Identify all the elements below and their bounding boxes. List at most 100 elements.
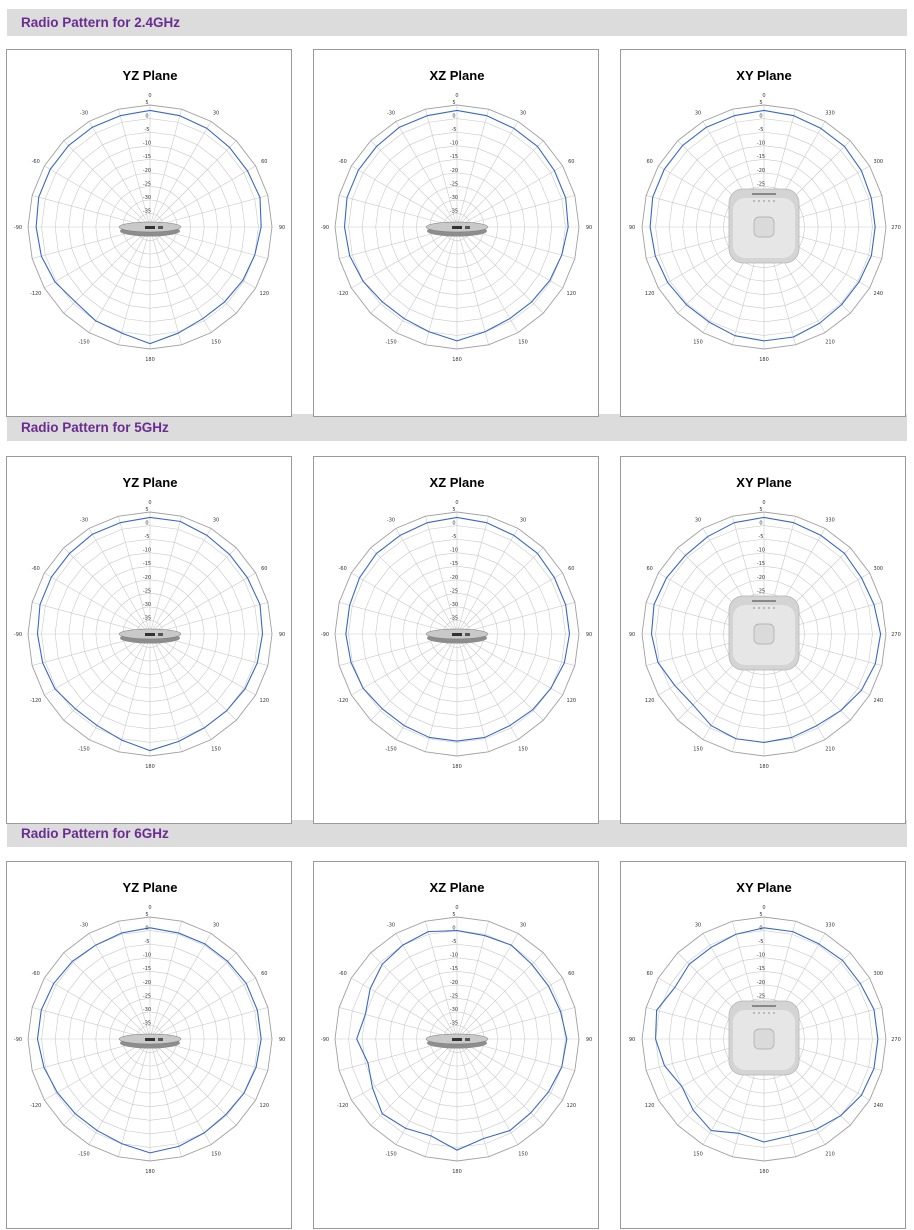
angle-tick-label: 300 xyxy=(874,566,884,572)
angle-tick-label: 150 xyxy=(693,746,703,752)
section-title: Radio Pattern for 2.4GHz xyxy=(21,15,181,30)
access-point-top-view xyxy=(728,595,800,671)
grid-spoke xyxy=(149,1038,212,1145)
grid-ring xyxy=(27,104,273,350)
polar-chart-5ghz-xy: XY Plane 0 330 300 270 240 210 180 150 120 90 60 30 5… xyxy=(620,456,906,824)
grid-spoke xyxy=(149,921,182,1040)
grid-spoke xyxy=(149,226,237,314)
angle-tick-label: -60 xyxy=(32,159,40,165)
grid-ring xyxy=(361,131,553,323)
radial-tick-label: -20 xyxy=(143,980,151,986)
angle-tick-label: -120 xyxy=(30,698,41,704)
angle-tick-label: -30 xyxy=(80,111,88,117)
grid-ring xyxy=(348,118,566,336)
polar-grid xyxy=(334,916,580,1162)
grid-ring xyxy=(668,538,860,730)
grid-spoke xyxy=(370,547,458,635)
radial-tick-label: -15 xyxy=(757,154,765,160)
angle-tick-label: 0 xyxy=(455,905,458,911)
grid-spoke xyxy=(149,140,237,228)
polar-chart-5ghz-xz: XZ Plane 0 30 60 90 120 150 180 -150 -120 -90 -60 -3… xyxy=(313,456,599,824)
angle-tick-label: -30 xyxy=(80,923,88,929)
angle-tick-label: 30 xyxy=(695,111,701,117)
grid-ring xyxy=(334,511,580,757)
angle-tick-label: 30 xyxy=(213,923,219,929)
polar-chart-6ghz-yz: YZ Plane 0 30 60 90 120 150 180 -150 -120 -90 -60 -3… xyxy=(6,861,292,1229)
grid-spoke xyxy=(456,109,489,228)
radial-tick-label: -30 xyxy=(450,195,458,201)
grid-ring xyxy=(443,213,471,241)
radial-tick-label: -5 xyxy=(452,127,457,133)
grid-ring xyxy=(81,565,219,703)
grid-spoke xyxy=(149,516,182,635)
radial-tick-label: 5 xyxy=(759,507,762,513)
radial-tick-label: -25 xyxy=(757,993,765,999)
radial-tick-label: 0 xyxy=(759,114,762,120)
grid-spoke xyxy=(63,633,151,721)
grid-spoke xyxy=(456,140,544,228)
grid-spoke xyxy=(149,1007,268,1040)
radial-tick-label: -25 xyxy=(143,181,151,187)
radial-tick-label: -15 xyxy=(450,561,458,567)
grid-ring xyxy=(402,984,512,1094)
grid-ring xyxy=(682,145,846,309)
grid-spoke xyxy=(149,977,256,1040)
polar-plot: YZ Plane0306090120150180-150-120-90-60-3… xyxy=(14,880,285,1175)
plane-title: YZ Plane xyxy=(123,475,178,490)
radial-tick-label: -15 xyxy=(757,561,765,567)
grid-ring xyxy=(136,1025,164,1053)
angle-tick-label: -120 xyxy=(337,698,348,704)
radial-tick-label: -10 xyxy=(450,141,458,147)
radial-tick-label: -10 xyxy=(143,548,151,554)
radial-tick-label: 0 xyxy=(452,926,455,932)
grid-ring xyxy=(655,930,873,1148)
grid-spoke xyxy=(425,633,458,752)
grid-ring xyxy=(682,552,846,716)
angle-tick-label: 120 xyxy=(260,698,270,704)
grid-ring xyxy=(81,158,219,296)
grid-ring xyxy=(41,118,259,336)
grid-spoke xyxy=(149,528,212,635)
plane-title: XY Plane xyxy=(736,880,791,895)
plane-title: YZ Plane xyxy=(123,880,178,895)
grid-spoke xyxy=(339,1007,458,1040)
radial-tick-label: 5 xyxy=(452,912,455,918)
grid-spoke xyxy=(456,1038,519,1145)
grid-ring xyxy=(402,172,512,282)
radial-tick-label: 5 xyxy=(759,912,762,918)
grid-ring xyxy=(429,1011,485,1067)
polar-plot: XZ Plane0306090120150180-150-120-90-60-3… xyxy=(321,880,592,1175)
radial-tick-label: 5 xyxy=(759,100,762,106)
grid-spoke xyxy=(149,1038,237,1126)
grid-ring xyxy=(136,213,164,241)
grid-spoke xyxy=(44,633,151,696)
angle-tick-label: -150 xyxy=(78,1151,89,1157)
radial-tick-label: -20 xyxy=(757,168,765,174)
grid-ring xyxy=(81,970,219,1108)
radial-tick-label: -5 xyxy=(759,939,764,945)
grid-spoke xyxy=(88,528,151,635)
access-point-side-view xyxy=(118,221,182,237)
radial-tick-label: -5 xyxy=(759,127,764,133)
grid-spoke xyxy=(44,1038,151,1101)
angle-tick-label: 180 xyxy=(759,357,769,363)
grid-ring xyxy=(429,199,485,255)
grid-spoke xyxy=(395,633,458,740)
radial-tick-label: -5 xyxy=(759,534,764,540)
radial-tick-label: -25 xyxy=(450,181,458,187)
radial-tick-label: -25 xyxy=(450,993,458,999)
radial-tick-label: -10 xyxy=(757,548,765,554)
radial-tick-label: -20 xyxy=(143,575,151,581)
grid-ring xyxy=(682,957,846,1121)
angle-tick-label: 180 xyxy=(452,357,462,363)
grid-ring xyxy=(54,538,246,730)
radiation-pattern-trace xyxy=(35,109,262,345)
grid-ring xyxy=(95,579,205,689)
angle-tick-label: -120 xyxy=(337,291,348,297)
polar-chart-2-4ghz-yz: YZ Plane 0 30 60 90 120 150 180 -150 -120 -90 -60 -3… xyxy=(6,49,292,417)
grid-spoke xyxy=(456,633,544,721)
angle-tick-label: 270 xyxy=(891,1037,901,1043)
angle-tick-label: 240 xyxy=(874,1103,884,1109)
grid-spoke xyxy=(395,528,458,635)
grid-spoke xyxy=(456,165,563,228)
